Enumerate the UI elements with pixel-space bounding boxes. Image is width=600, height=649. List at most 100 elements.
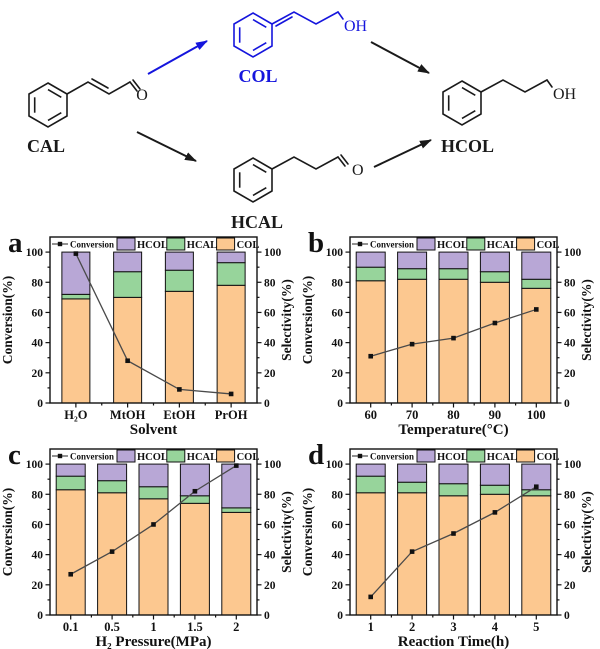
chain-bonds bbox=[271, 156, 339, 170]
x-category-label: 3 bbox=[450, 620, 456, 634]
conversion-marker bbox=[451, 531, 456, 536]
carbonyl-double bbox=[340, 154, 349, 165]
oxygen-atom: O bbox=[352, 162, 364, 179]
legend-swatch-HCOL bbox=[416, 237, 436, 251]
bars-group bbox=[61, 251, 246, 404]
y-ticks bbox=[345, 463, 562, 616]
y-tick-labels: 0 0 20 20 40 40 60 60 80 80 100 100 bbox=[326, 459, 582, 622]
x-category-label: 1 bbox=[368, 620, 374, 634]
bar-segment-HCAL bbox=[221, 507, 252, 513]
molecule-cal: O CAL bbox=[27, 78, 148, 156]
y-axis-title-left: Conversion(%) bbox=[0, 276, 15, 365]
x-category-label: 1 bbox=[150, 620, 156, 634]
legend-swatch-HCAL bbox=[466, 237, 486, 251]
conversion-marker bbox=[234, 463, 239, 468]
legend-marker-sample bbox=[357, 453, 363, 459]
x-category-label: 0.1 bbox=[63, 620, 79, 634]
hydroxyl-group: OH bbox=[344, 18, 368, 35]
bar-segment-HCOL bbox=[397, 463, 428, 483]
bar-segment-COL bbox=[397, 278, 428, 404]
conversion-marker bbox=[192, 488, 198, 494]
svg-text:60: 60 bbox=[564, 307, 576, 319]
panel-a: a 0 0 20 20 40 40 60 60 80 80 100 100 H₂O MtOH EtOH PrOH… bbox=[0, 225, 300, 438]
legend: Conversion HCOL HCAL COL bbox=[52, 237, 259, 251]
arrow-col-to-hcol bbox=[370, 41, 430, 74]
panel-d: d 0 0 20 20 40 40 60 60 80 80 100 100 1 2 3 4 5 Reaction T… bbox=[300, 437, 600, 649]
bar-segment-COL bbox=[521, 495, 552, 616]
chart-solvent: a 0 0 20 20 40 40 60 60 80 80 100 100 H₂O MtOH EtOH PrOH… bbox=[0, 227, 294, 438]
legend: Conversion HCOL HCAL COL bbox=[352, 237, 559, 251]
conversion-marker bbox=[73, 251, 79, 256]
bar-segment-HCAL bbox=[397, 481, 428, 494]
panel-letter: a bbox=[8, 227, 23, 259]
conversion-marker bbox=[368, 594, 373, 600]
chart-d: d 0 0 20 20 40 40 60 60 80 80 100 100 1 2 3 4 5 Reaction T… bbox=[300, 439, 594, 649]
hydroxyl-group: OH bbox=[553, 86, 577, 103]
legend-label-COL: COL bbox=[237, 452, 260, 463]
svg-text:40: 40 bbox=[564, 550, 576, 562]
hydroxyl-bond bbox=[546, 79, 553, 88]
x-ticks bbox=[70, 615, 237, 620]
legend-swatch-HCOL bbox=[416, 449, 436, 463]
svg-text:100: 100 bbox=[564, 459, 582, 471]
bar-segment-HCAL bbox=[355, 475, 386, 494]
chart-a: a 0 0 20 20 40 40 60 60 80 80 100 100 H₂O MtOH EtOH PrOH… bbox=[0, 227, 294, 438]
bar-segment-HCOL bbox=[438, 463, 469, 485]
benzene-ring bbox=[233, 157, 273, 203]
reaction-scheme: O CAL OH COL O HCAL OH HCOL bbox=[27, 11, 577, 232]
panel-letter: b bbox=[308, 227, 324, 259]
bar-segment-HCAL bbox=[479, 271, 510, 283]
molecule-hcol: OH HCOL bbox=[441, 79, 577, 156]
legend-label-conversion: Conversion bbox=[70, 240, 114, 250]
bar-segment-HCOL bbox=[355, 463, 386, 477]
legend-marker-sample bbox=[57, 453, 63, 459]
legend-label-HCOL: HCOL bbox=[437, 240, 468, 251]
bar-segment-HCOL bbox=[138, 463, 169, 488]
carbonyl-double bbox=[132, 79, 141, 90]
svg-text:80: 80 bbox=[32, 489, 44, 501]
chart-time: d 0 0 20 20 40 40 60 60 80 80 100 100 1 2 3 4 5 Reaction T… bbox=[300, 439, 594, 649]
x-ticks bbox=[75, 403, 232, 408]
svg-text:60: 60 bbox=[264, 307, 276, 319]
chain-bonds bbox=[271, 11, 339, 25]
conversion-marker bbox=[368, 353, 373, 359]
svg-text:80: 80 bbox=[264, 277, 276, 289]
x-category-label: PrOH bbox=[215, 408, 248, 422]
conversion-marker bbox=[451, 335, 456, 341]
conversion-line bbox=[75, 253, 232, 395]
x-category-label: 4 bbox=[492, 620, 499, 634]
x-category-label: 80 bbox=[447, 408, 460, 422]
x-category-label: 2 bbox=[233, 620, 239, 634]
double-bond bbox=[91, 78, 109, 89]
x-category-label: EtOH bbox=[163, 408, 195, 422]
bar-segment-COL bbox=[221, 511, 252, 616]
bar-segment-HCOL bbox=[164, 251, 194, 271]
legend-label-HCOL: HCOL bbox=[137, 240, 168, 251]
y-tick-labels: 0 0 20 20 40 40 60 60 80 80 100 100 bbox=[26, 247, 282, 410]
x-axis-title: Reaction Time(h) bbox=[398, 634, 510, 649]
legend-swatch-COL bbox=[216, 237, 236, 251]
svg-text:60: 60 bbox=[332, 519, 344, 531]
bar-segment-COL bbox=[438, 495, 469, 616]
x-category-label: MtOH bbox=[110, 408, 146, 422]
legend-swatch-HCOL bbox=[116, 237, 136, 251]
svg-text:80: 80 bbox=[264, 489, 276, 501]
x-category-label: 1.5 bbox=[187, 620, 203, 634]
legend-label-conversion: Conversion bbox=[370, 452, 414, 462]
panel-letter: d bbox=[308, 439, 324, 471]
y-tick-labels: 0 0 20 20 40 40 60 60 80 80 100 100 bbox=[26, 459, 282, 622]
svg-text:100: 100 bbox=[326, 247, 344, 259]
bar-segment-HCAL bbox=[97, 480, 128, 494]
bar-segment-HCOL bbox=[97, 463, 128, 482]
legend-label-HCAL: HCAL bbox=[487, 452, 517, 463]
chain-bonds bbox=[66, 81, 131, 95]
svg-text:40: 40 bbox=[564, 338, 576, 350]
chart-pressure: c 0 0 20 20 40 40 60 60 80 80 100 100 0.1 0.5 1 1.5 2 H₂ P… bbox=[0, 439, 294, 649]
svg-text:80: 80 bbox=[332, 277, 344, 289]
bar-segment-COL bbox=[521, 287, 552, 404]
x-category-label: 2 bbox=[409, 620, 415, 634]
legend-swatch-HCAL bbox=[466, 449, 486, 463]
legend-label-conversion: Conversion bbox=[70, 452, 114, 462]
bar-segment-COL bbox=[479, 281, 510, 404]
svg-text:60: 60 bbox=[332, 307, 344, 319]
